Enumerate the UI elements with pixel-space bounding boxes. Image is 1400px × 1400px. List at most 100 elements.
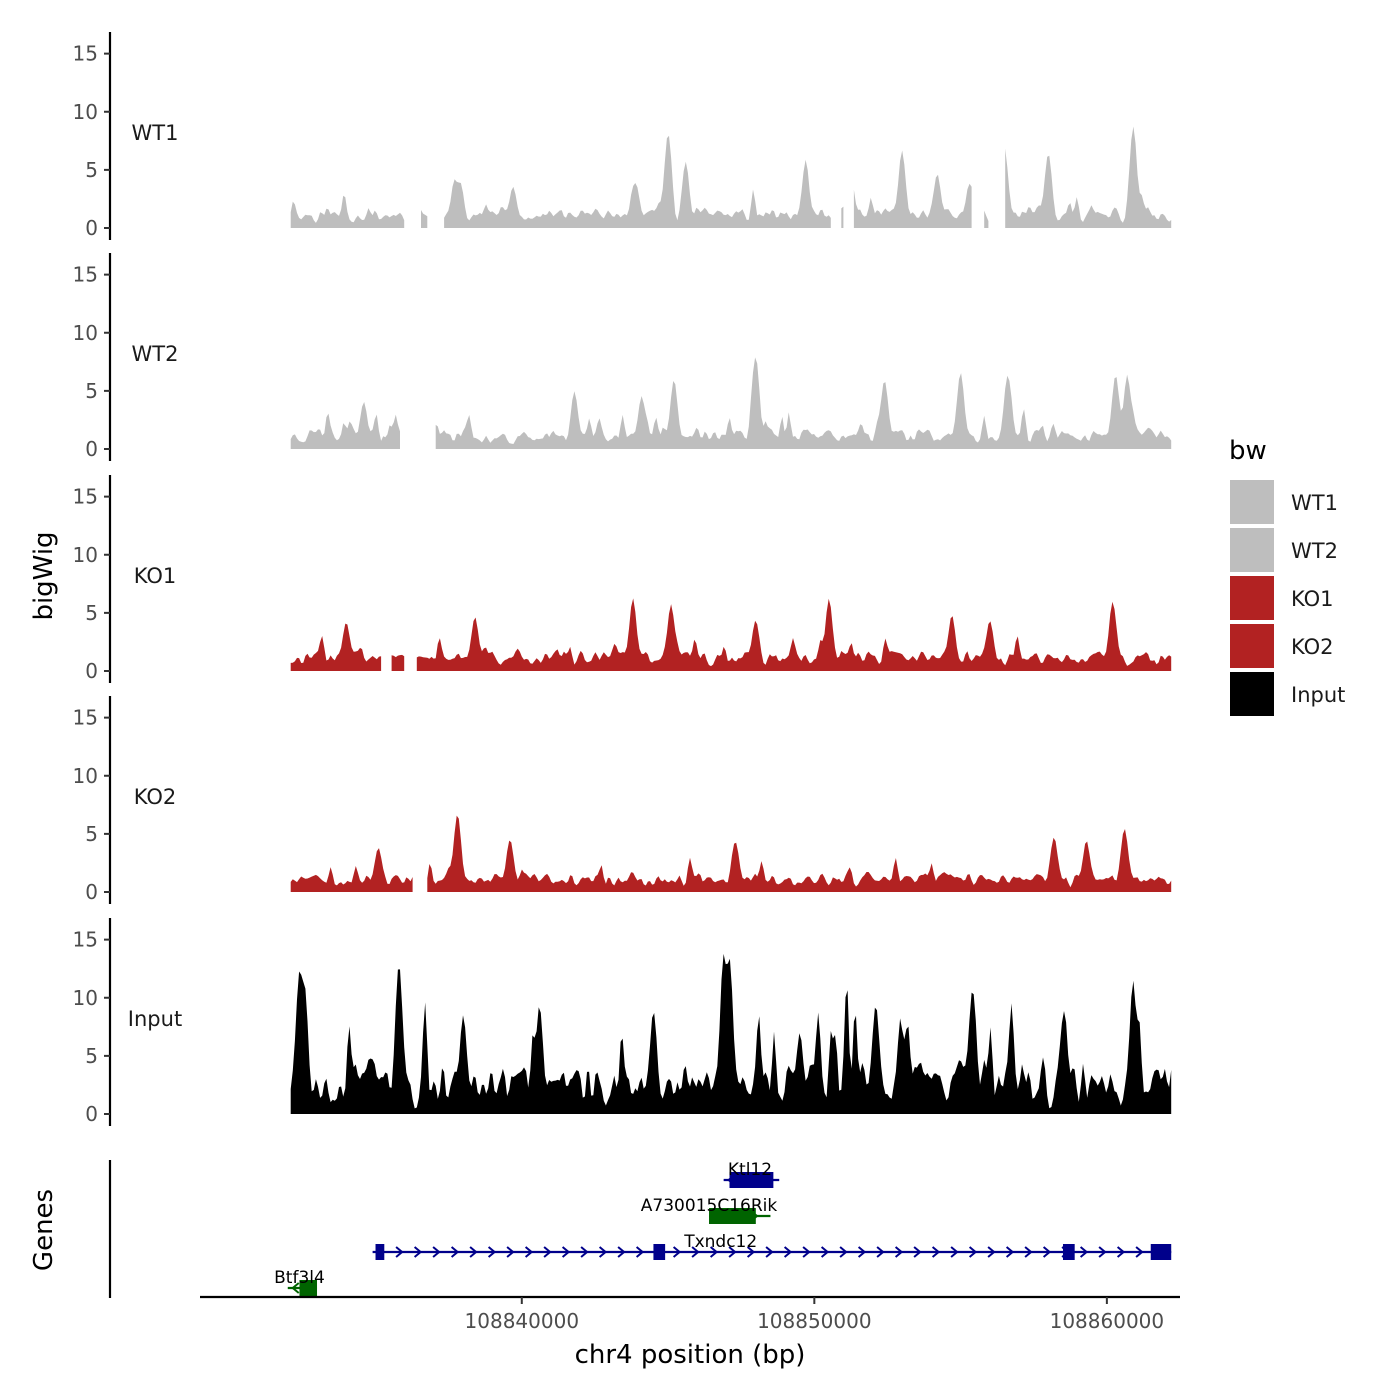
y-tick-label: 15 xyxy=(73,928,98,952)
signal-area xyxy=(290,848,413,892)
gene-label: Txndc12 xyxy=(683,1232,757,1252)
legend-label: KO2 xyxy=(1291,635,1334,659)
strand-arrow xyxy=(1042,1246,1052,1258)
strand-arrow xyxy=(709,1246,719,1258)
legend-swatch xyxy=(1230,480,1274,524)
strand-arrow xyxy=(839,1246,848,1258)
signal-area xyxy=(416,598,1172,671)
y-tick-label: 5 xyxy=(85,1044,98,1068)
gene-label: Ktl12 xyxy=(728,1160,772,1180)
legend-title: bw xyxy=(1229,436,1267,466)
y-tick-label: 5 xyxy=(85,379,98,403)
legend-item-wt2: WT2 xyxy=(1230,528,1338,572)
y-tick-label: 10 xyxy=(73,100,98,124)
legend-items: WT1 WT2 KO1 KO2 Input xyxy=(1230,480,1345,716)
gene-label: A730015C16Rik xyxy=(641,1196,778,1216)
strand-arrow xyxy=(487,1246,497,1258)
strand-arrow xyxy=(1116,1246,1126,1258)
y-tick-label: 10 xyxy=(73,321,98,345)
strand-arrow xyxy=(561,1246,571,1258)
signal-area xyxy=(444,135,831,228)
strand-arrow xyxy=(1005,1246,1015,1258)
strand-arrow xyxy=(802,1246,811,1258)
legend-label: KO1 xyxy=(1291,587,1334,611)
strand-arrow xyxy=(524,1246,534,1258)
y-tick-label: 15 xyxy=(73,706,98,730)
y-tick-label: 0 xyxy=(85,1102,98,1126)
strand-arrow xyxy=(987,1246,996,1258)
track-label: Input xyxy=(128,1007,182,1031)
signal-area xyxy=(1005,126,1172,228)
legend-item-ko2: KO2 xyxy=(1230,624,1334,668)
signal-area xyxy=(290,195,405,228)
track-label: KO1 xyxy=(134,564,177,588)
y-tick-label: 15 xyxy=(73,42,98,66)
strand-arrow xyxy=(1135,1246,1144,1258)
strand-arrow xyxy=(913,1246,922,1258)
gene-label: Btf3l4 xyxy=(274,1268,325,1288)
y-tick-label: 5 xyxy=(85,822,98,846)
strand-arrow xyxy=(950,1246,959,1258)
strand-arrow xyxy=(543,1246,552,1258)
exon xyxy=(709,1208,756,1224)
legend-item-wt1: WT1 xyxy=(1230,480,1338,524)
genes-axis-title: Genes xyxy=(29,1189,59,1271)
strand-arrow xyxy=(395,1246,404,1258)
legend-label: WT2 xyxy=(1291,539,1338,563)
track-label: KO2 xyxy=(134,785,177,809)
signal-area xyxy=(853,150,972,228)
signal-area xyxy=(427,815,1172,892)
x-tick-label: 108860000 xyxy=(1050,1309,1165,1333)
strand-arrow xyxy=(857,1246,867,1258)
strand-arrow xyxy=(432,1246,441,1258)
y-tick-label: 10 xyxy=(73,764,98,788)
exon xyxy=(729,1172,774,1188)
strand-arrow xyxy=(469,1246,478,1258)
track-wt1: 0 5 10 15 WT1 xyxy=(73,32,1172,240)
track-ko1: 0 5 10 15 KO1 xyxy=(73,475,1172,683)
signal-area xyxy=(435,357,1172,449)
genes-layer: Ktl12 A730015C16Rik Txndc12 Btf3l4 xyxy=(108,1160,1172,1298)
y-tick-label: 0 xyxy=(85,437,98,461)
x-tick-label: 108850000 xyxy=(757,1309,872,1333)
legend-swatch xyxy=(1230,624,1274,668)
strand-arrow xyxy=(783,1246,793,1258)
strand-arrow xyxy=(746,1246,756,1258)
track-ko2: 0 5 10 15 KO2 xyxy=(73,696,1172,904)
strand-arrow xyxy=(691,1246,700,1258)
legend-item-ko1: KO1 xyxy=(1230,576,1334,620)
y-tick-label: 5 xyxy=(85,601,98,625)
legend-swatch xyxy=(1230,576,1274,620)
y-tick-label: 5 xyxy=(85,158,98,182)
strand-arrow xyxy=(894,1246,904,1258)
strand-arrow xyxy=(820,1246,830,1258)
strand-arrow xyxy=(291,1282,300,1294)
strand-arrow xyxy=(598,1246,608,1258)
strand-arrow xyxy=(1024,1246,1033,1258)
signal-area xyxy=(290,623,382,671)
strand-arrow xyxy=(450,1246,460,1258)
y-tick-label: 0 xyxy=(85,880,98,904)
x-tick-label: 108840000 xyxy=(465,1309,580,1333)
y-tick-label: 10 xyxy=(73,986,98,1010)
legend-item-input: Input xyxy=(1230,672,1345,716)
gene-ktl12: Ktl12 xyxy=(723,1160,780,1188)
exon xyxy=(1150,1244,1172,1260)
track-input: 0 5 10 15 Input xyxy=(73,918,1172,1126)
strand-arrow xyxy=(1079,1246,1089,1258)
strand-arrow xyxy=(413,1246,423,1258)
tracks-layer: 0 5 10 15 WT1 0 5 10 15 WT2 0 5 10 15 KO1 0 5 10 15 KO2 0 5 10… xyxy=(73,32,1172,1126)
exon xyxy=(653,1244,666,1260)
gene-a730015c16rik: A730015C16Rik xyxy=(641,1196,778,1224)
strand-arrow xyxy=(506,1246,515,1258)
x-axis-title: chr4 position (bp) xyxy=(575,1340,806,1370)
strand-arrow xyxy=(931,1246,941,1258)
signal-area xyxy=(841,206,844,228)
legend: bw WT1 WT2 KO1 KO2 Input xyxy=(1229,436,1345,716)
y-tick-label: 10 xyxy=(73,543,98,567)
strand-arrow xyxy=(765,1246,774,1258)
y-axis-title: bigWig xyxy=(29,531,59,620)
strand-arrow xyxy=(1098,1246,1107,1258)
y-tick-label: 0 xyxy=(85,216,98,240)
